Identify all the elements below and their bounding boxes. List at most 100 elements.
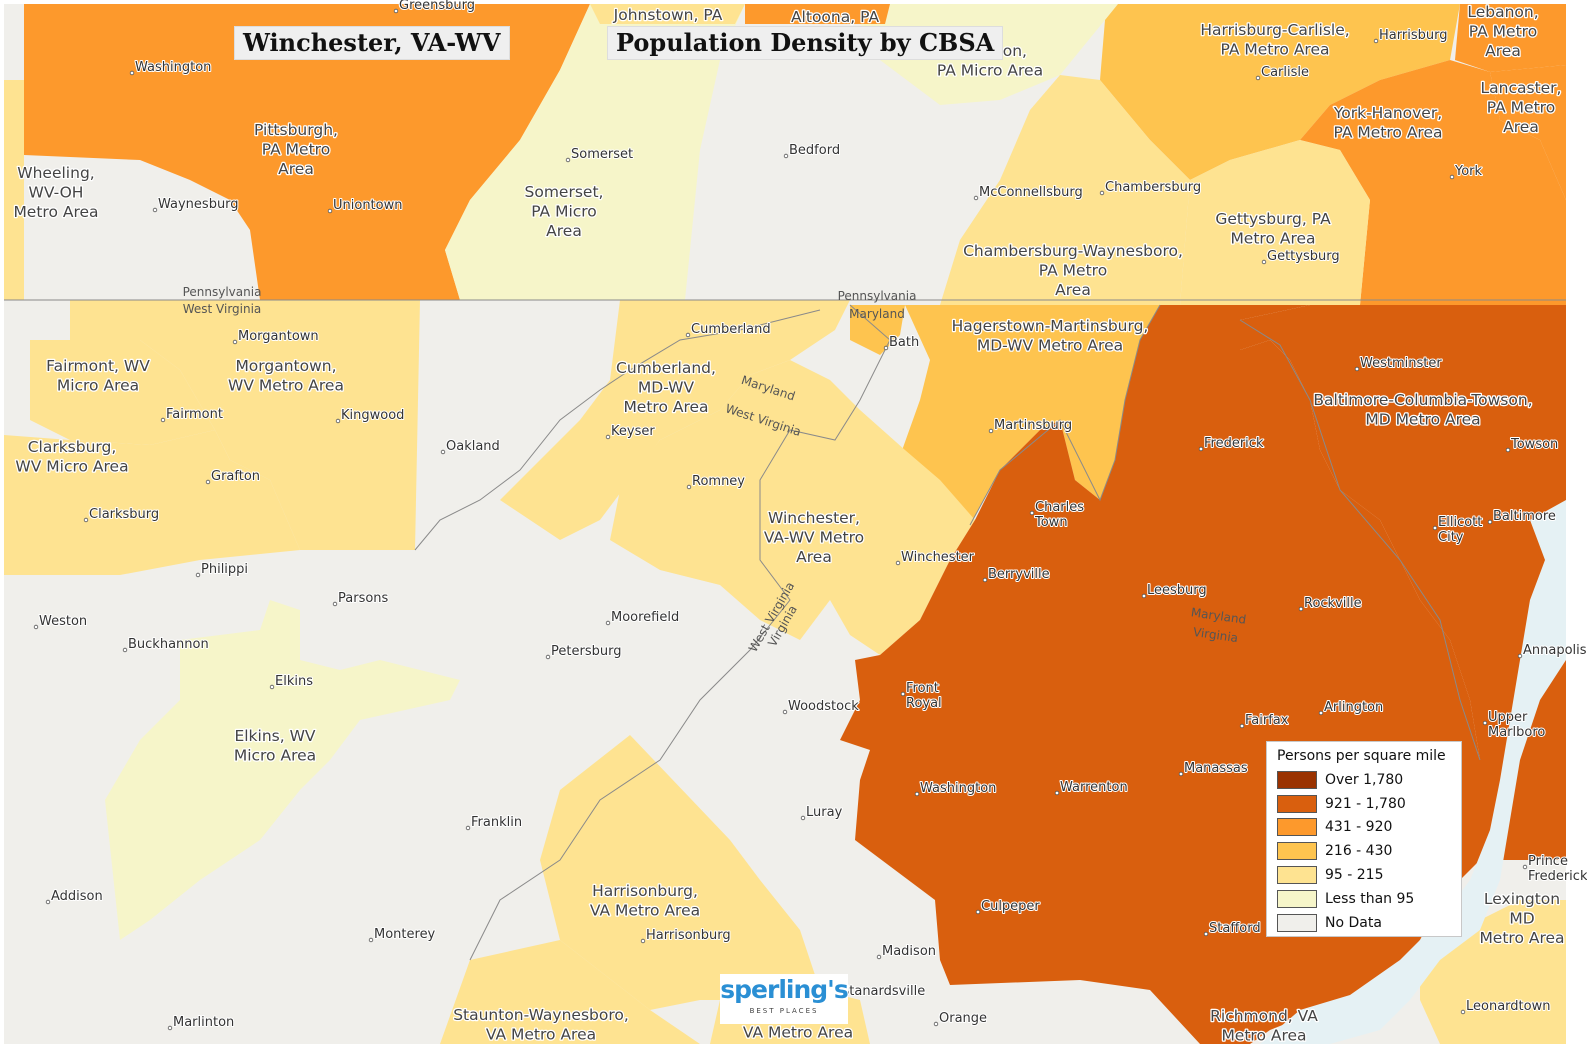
city-label: Leonardtown bbox=[1466, 999, 1550, 1014]
metro-area-label: Micro Area bbox=[57, 377, 139, 395]
region-winchester[interactable] bbox=[610, 360, 975, 655]
legend-item: Over 1,780 bbox=[1277, 768, 1451, 792]
region-johnstown[interactable] bbox=[590, 4, 745, 24]
city-dot bbox=[122, 647, 128, 653]
city-dot bbox=[685, 332, 691, 338]
metro-area-label: Elkins, WV bbox=[234, 727, 315, 745]
city-dot bbox=[1255, 75, 1261, 81]
city-label: Parsons bbox=[338, 591, 389, 606]
region-fairmont[interactable] bbox=[30, 340, 215, 445]
state-border-label: Pennsylvania bbox=[838, 289, 917, 303]
legend-label: Over 1,780 bbox=[1325, 771, 1404, 788]
region-staunton[interactable] bbox=[440, 940, 700, 1044]
region-altoona[interactable] bbox=[745, 4, 890, 24]
metro-area-label: York-Hanover, bbox=[1333, 104, 1442, 122]
city-dot bbox=[368, 937, 374, 943]
city-label: Chambersburg bbox=[1105, 180, 1201, 195]
city-dot bbox=[895, 560, 901, 566]
city-dot bbox=[1354, 366, 1360, 372]
city-dot bbox=[686, 484, 692, 490]
metro-area-label: Clarksburg, bbox=[28, 438, 117, 456]
region-somerset[interactable] bbox=[445, 4, 745, 300]
city-label: Oakland bbox=[446, 439, 500, 454]
city-label: Town bbox=[1034, 515, 1068, 530]
city-label: Kingwood bbox=[341, 408, 404, 423]
city-dot bbox=[195, 572, 201, 578]
region-wheeling-strip[interactable] bbox=[4, 80, 24, 300]
metro-area-label: Wheeling, bbox=[17, 164, 94, 182]
city-label: City bbox=[1438, 530, 1464, 545]
region-clarksburg[interactable] bbox=[4, 430, 300, 575]
region-gettysburg[interactable] bbox=[1180, 140, 1370, 305]
metro-area-label: Harrisburg-Carlisle, bbox=[1200, 21, 1349, 39]
metro-area-label: Staunton-Waynesboro, bbox=[453, 1006, 629, 1024]
metro-area-label: MD bbox=[1509, 910, 1534, 928]
region-harrisonburg[interactable] bbox=[540, 735, 820, 1010]
city-dot bbox=[440, 449, 446, 455]
region-elkins[interactable] bbox=[105, 600, 460, 940]
city-label: Madison bbox=[882, 944, 936, 959]
city-label: Fairfax bbox=[1245, 713, 1289, 728]
city-label: Frederick bbox=[1528, 869, 1587, 884]
metro-area-label: Winchester, bbox=[768, 509, 860, 527]
metro-area-label: Metro Area bbox=[1479, 929, 1564, 947]
region-harrisburg[interactable] bbox=[1100, 4, 1460, 180]
metro-area-label: WV Micro Area bbox=[15, 458, 128, 476]
metro-area-label: VA Metro Area bbox=[486, 1026, 596, 1044]
city-dot bbox=[1482, 720, 1488, 726]
city-dot bbox=[914, 791, 920, 797]
city-dot bbox=[1373, 38, 1379, 44]
region-york[interactable] bbox=[1300, 60, 1566, 305]
city-dot bbox=[933, 1021, 939, 1027]
city-label: Marlboro bbox=[1488, 725, 1545, 740]
metro-area-label: PA Metro Area bbox=[1334, 124, 1443, 142]
region-baltimore[interactable] bbox=[1240, 305, 1566, 760]
city-dot bbox=[160, 417, 166, 423]
city-label: Culpeper bbox=[981, 899, 1040, 914]
city-label: Harrisonburg bbox=[646, 928, 731, 943]
legend-swatch bbox=[1277, 818, 1317, 837]
city-label: Elkins bbox=[275, 674, 313, 689]
city-label: Bedford bbox=[789, 143, 840, 158]
city-label: Greensburg bbox=[399, 0, 475, 13]
city-dot bbox=[1198, 446, 1204, 452]
legend-swatch bbox=[1277, 866, 1317, 885]
state-border-label: Pennsylvania bbox=[183, 285, 262, 299]
region-pittsburgh[interactable] bbox=[24, 4, 590, 300]
city-label: Carlisle bbox=[1261, 65, 1309, 80]
sperlings-logo[interactable]: sperling's BEST PLACES bbox=[720, 974, 849, 1024]
region-lebanon[interactable] bbox=[1455, 4, 1566, 72]
region-chambersburg[interactable] bbox=[940, 75, 1190, 305]
region-morgantown[interactable] bbox=[70, 300, 420, 550]
metro-area-label: Lebanon, bbox=[1467, 3, 1538, 21]
metro-area-label: Area bbox=[546, 222, 582, 240]
city-label: Manassas bbox=[1184, 761, 1248, 776]
city-dot bbox=[800, 815, 806, 821]
city-dot bbox=[1029, 510, 1035, 516]
city-label: Front bbox=[906, 681, 939, 696]
city-label: Addison bbox=[51, 889, 103, 904]
metro-area-label: Micro Area bbox=[234, 747, 316, 765]
metro-area-label: Lexington bbox=[1484, 890, 1560, 908]
region-cumberland[interactable] bbox=[500, 300, 850, 540]
city-dot bbox=[1432, 525, 1438, 531]
region-lancaster[interactable] bbox=[1490, 65, 1566, 200]
city-label: Royal bbox=[906, 696, 942, 711]
legend: Persons per square mile Over 1,780 921 -… bbox=[1266, 741, 1462, 937]
city-label: Gettysburg bbox=[1267, 249, 1340, 264]
metro-area-label: Johnstown, PA bbox=[613, 6, 723, 24]
city-label: Stafford bbox=[1209, 921, 1261, 936]
metro-area-label: Richmond, VA bbox=[1210, 1007, 1318, 1025]
map-title: Winchester, VA-WV bbox=[234, 26, 510, 60]
legend-item: No Data bbox=[1277, 911, 1451, 935]
city-label: McConnellsburg bbox=[979, 185, 1083, 200]
metro-area-label: VA-WV Metro bbox=[764, 529, 864, 547]
city-dot bbox=[783, 153, 789, 159]
city-label: Bath bbox=[889, 335, 919, 350]
city-dot bbox=[327, 208, 333, 214]
region-hagerstown[interactable] bbox=[895, 305, 1160, 525]
city-dot bbox=[1298, 606, 1304, 612]
metro-area-label: MD-WV bbox=[638, 379, 695, 397]
legend-label: No Data bbox=[1325, 914, 1382, 931]
